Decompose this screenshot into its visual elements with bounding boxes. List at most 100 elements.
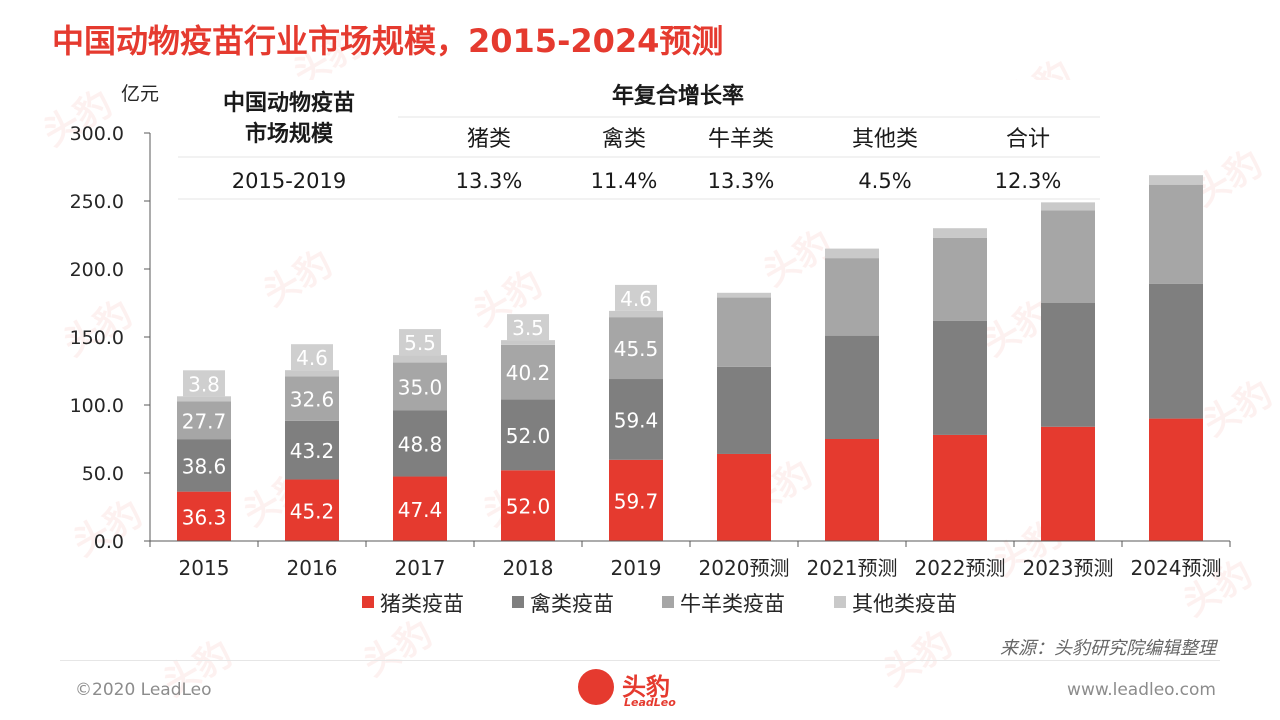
table-value-cell: 12.3% — [995, 169, 1062, 193]
table-column-header: 合计 — [1006, 127, 1050, 152]
bar-segment — [501, 399, 555, 471]
data-label: 45.2 — [290, 499, 335, 523]
bar-segment — [285, 370, 339, 377]
bar-segment — [933, 434, 987, 541]
table-value-cell: 13.3% — [456, 169, 523, 193]
x-tick-label: 2020预测 — [699, 556, 790, 580]
bar-segment — [609, 459, 663, 541]
bar-segment — [933, 320, 987, 435]
x-tick-label: 2017 — [395, 556, 446, 580]
y-tick-label: 50.0 — [82, 463, 124, 485]
y-tick-label: 0.0 — [94, 531, 124, 553]
bar-segment — [825, 439, 879, 541]
leopard-head-icon — [578, 669, 614, 705]
table-column-header: 牛羊类 — [708, 127, 774, 152]
y-tick-label: 300.0 — [70, 123, 124, 145]
table-left-header: 市场规模 — [245, 121, 334, 147]
bar-segment — [1149, 418, 1203, 541]
data-label-background — [615, 284, 657, 311]
x-tick-label: 2024预测 — [1131, 556, 1222, 580]
bar-segment — [1041, 202, 1095, 211]
bar-segment — [285, 376, 339, 421]
bar-segment — [501, 470, 555, 541]
chart-legend: 猪类疫苗 禽类疫苗 牛羊类疫苗 其他类疫苗 — [362, 592, 957, 616]
data-label: 52.0 — [506, 495, 551, 519]
table-column-header: 禽类 — [602, 127, 646, 152]
x-tick-label: 2018 — [503, 556, 554, 580]
y-tick-label: 150.0 — [70, 327, 124, 349]
data-label: 32.6 — [290, 388, 335, 412]
data-label: 45.5 — [614, 337, 659, 361]
bar-segment — [717, 292, 771, 298]
footer-divider — [60, 660, 1220, 661]
x-tick-label: 2021预测 — [807, 556, 898, 580]
data-label: 47.4 — [398, 498, 443, 522]
logo-subtext: LeadLeo — [624, 696, 676, 709]
data-label: 52.0 — [506, 424, 551, 448]
x-tick-label: 2016 — [287, 556, 338, 580]
bar-segment — [717, 453, 771, 541]
data-label-background — [291, 344, 333, 371]
table-value-cell: 11.4% — [591, 169, 658, 193]
bar-segment — [717, 297, 771, 367]
bar-segment — [177, 396, 231, 402]
copyright-text: ©2020 LeadLeo — [75, 680, 212, 700]
logo-text: 头豹 — [622, 673, 670, 701]
bar-segment — [177, 439, 231, 492]
data-label: 35.0 — [398, 375, 443, 399]
y-axis-unit-label: 亿元 — [121, 83, 159, 105]
data-label: 59.7 — [614, 489, 659, 513]
bar-segment — [825, 335, 879, 439]
website-link[interactable]: www.leadleo.com — [1067, 680, 1216, 700]
bar-segment — [393, 410, 447, 477]
x-tick-label: 2023预测 — [1023, 556, 1114, 580]
legend-swatch — [834, 596, 846, 608]
stacked-bar-chart: 36.3 38.6 27.7 3.8 45.2 43.2 32.6 4.6 47.4 48.8 35… — [69, 80, 1231, 616]
bar-segment — [393, 362, 447, 411]
data-label: 38.6 — [182, 454, 227, 478]
x-tick-label: 2019 — [611, 556, 662, 580]
data-label: 59.4 — [614, 408, 659, 432]
data-label: 5.5 — [404, 331, 436, 355]
data-label-background — [183, 370, 225, 397]
legend-label: 其他类疫苗 — [852, 592, 957, 616]
bar-segment — [717, 366, 771, 454]
y-tick-label: 100.0 — [70, 395, 124, 417]
table-column-header: 猪类 — [467, 127, 511, 152]
bar-segment — [609, 310, 663, 318]
data-label-background — [507, 314, 549, 341]
bar-segment — [285, 479, 339, 541]
table-column-header: 其他类 — [852, 127, 918, 152]
data-label: 4.6 — [296, 346, 328, 370]
data-label: 3.5 — [512, 316, 544, 340]
data-label: 4.6 — [620, 287, 652, 311]
bar-segment — [1041, 303, 1095, 427]
data-label: 36.3 — [182, 505, 227, 529]
page-title: 中国动物疫苗行业市场规模，2015-2024预测 — [52, 22, 724, 60]
data-label: 40.2 — [506, 361, 551, 385]
y-tick-label: 250.0 — [70, 191, 124, 213]
data-label: 43.2 — [290, 439, 335, 463]
bar-segment — [933, 228, 987, 238]
table-value-cell: 4.5% — [858, 169, 911, 193]
y-tick-label: 200.0 — [70, 259, 124, 281]
legend-label: 禽类疫苗 — [530, 592, 614, 616]
axis-layer: 亿元 0.0 50.0 100.0 150.0 200.0 250.0 300.0 2015 20… — [70, 83, 1231, 580]
legend-swatch — [662, 596, 674, 608]
table-group-header: 年复合增长率 — [612, 83, 744, 109]
bar-segment — [1149, 175, 1203, 185]
legend-swatch — [512, 596, 524, 608]
x-tick-label: 2015 — [179, 556, 230, 580]
bar-segment — [177, 401, 231, 440]
legend-label: 牛羊类疫苗 — [680, 592, 785, 616]
bar-segment — [285, 420, 339, 480]
bar-segment — [609, 317, 663, 380]
bar-segment — [501, 340, 555, 345]
bar-segment — [393, 476, 447, 541]
bar-segment — [933, 237, 987, 321]
bar-segment — [1149, 283, 1203, 419]
data-label-background — [399, 329, 441, 356]
bar-segment — [393, 355, 447, 363]
data-label: 27.7 — [182, 409, 227, 433]
